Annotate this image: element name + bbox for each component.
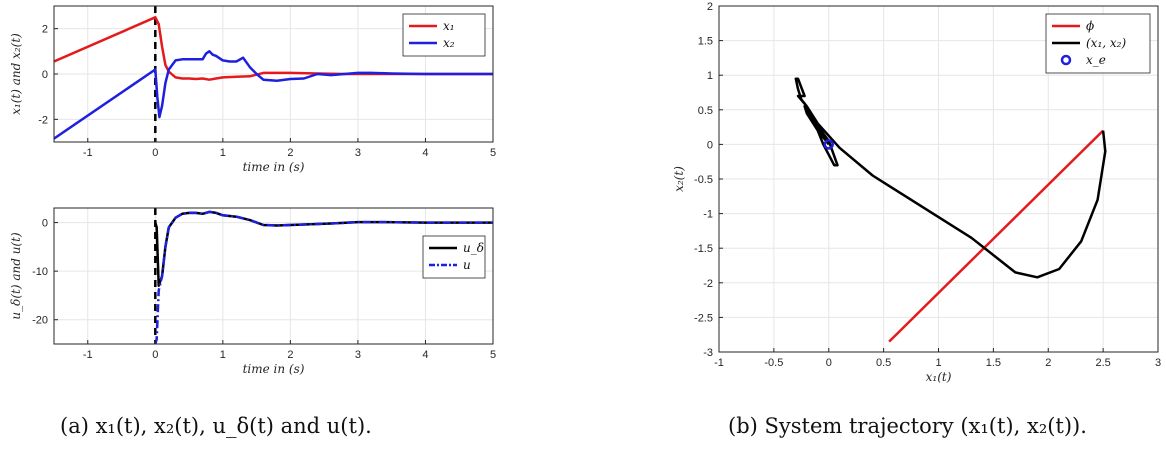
x-tick-label: 2	[287, 147, 293, 159]
legend-box	[422, 235, 486, 279]
y-tick-label: -1.5	[694, 243, 713, 255]
y-tick-label: 0	[707, 139, 713, 151]
x-tick-label: 0	[826, 357, 832, 369]
x-axis-label: x₁(t)	[926, 370, 952, 384]
x-tick-label: 5	[490, 147, 496, 159]
x-axis-label: time in (s)	[243, 160, 305, 174]
x-tick-label: 3	[1155, 357, 1161, 369]
plot-area	[154, 208, 493, 344]
x-tick-label: 3	[355, 147, 361, 159]
plot-phase-trajectory: -1 -0.5 0 0.5 1 1.5 2 2.5 3 -3 -2.5 -2 -1.5 -1 -0.5 0 0.…	[672, 1, 1161, 384]
x-tick-label: -1	[714, 357, 724, 369]
y-tick-label: 2	[42, 24, 48, 36]
x-tick-label: 5	[490, 349, 496, 361]
legend: u_δu	[422, 235, 486, 279]
marker-point-0	[823, 139, 834, 150]
series-line-1	[54, 50, 493, 140]
caption-a: (a) x₁(t), x₂(t), u_δ(t) and u(t).	[60, 414, 372, 438]
legend: x₁ x₂	[402, 13, 486, 57]
x-tick-label: 1	[220, 147, 226, 159]
axes-frame	[53, 207, 494, 345]
x-tick-label: -1	[83, 349, 93, 361]
x-tick-label: 4	[422, 147, 428, 159]
caption-b: (b) System trajectory (x₁(t), x₂(t)).	[728, 414, 1087, 438]
x-tick-label: 2	[287, 349, 293, 361]
legend-label-1: (x₁, x₂)	[1086, 36, 1126, 50]
y-axis-label: u_δ(t) and u(t)	[9, 232, 23, 320]
y-tick-label: -3	[703, 347, 713, 359]
legend-label-0: ϕ	[1086, 19, 1094, 33]
x-tick-label: 2	[1045, 357, 1051, 369]
y-tick-label: -2	[38, 114, 48, 126]
plot-area	[54, 6, 493, 142]
y-tick-label: -2.5	[694, 312, 713, 324]
y-tick-label: -1	[703, 209, 713, 221]
plot-area	[794, 77, 1107, 343]
x-tick-label: 1	[935, 357, 941, 369]
x-tick-label: -0.5	[764, 357, 783, 369]
legend: ϕ (x₁, x₂) x_e	[1045, 13, 1151, 74]
y-axis-label: x₁(t) and x₂(t)	[9, 33, 23, 115]
y-tick-label: 1	[707, 70, 713, 82]
y-tick-label: 0	[42, 69, 48, 81]
y-tick-label: 2	[707, 1, 713, 13]
x-tick-label: 1.5	[986, 357, 1001, 369]
series-line-1	[154, 210, 493, 344]
series-line-0	[888, 129, 1104, 343]
legend-label-1: u	[463, 258, 471, 272]
legend-label-1: x₂	[443, 36, 455, 50]
y-tick-label: -20	[32, 315, 48, 327]
x-tick-label: 4	[422, 349, 428, 361]
series-line-1	[794, 77, 1107, 279]
y-tick-label: 1.5	[698, 36, 713, 48]
x-tick-label: 0	[152, 349, 158, 361]
legend-label-0: x₁	[443, 19, 455, 33]
legend-marker-2	[1060, 54, 1072, 66]
y-tick-label: 0.5	[698, 105, 713, 117]
y-axis-label: x₂(t)	[672, 166, 686, 192]
y-tick-label: 0	[42, 218, 48, 230]
x-tick-label: 1	[220, 349, 226, 361]
x-tick-label: -1	[83, 147, 93, 159]
legend-box	[402, 13, 486, 57]
x-tick-label: 3	[355, 349, 361, 361]
y-tick-label: -2	[703, 278, 713, 290]
y-tick-label: -10	[32, 266, 48, 278]
x-tick-label: 0.5	[876, 357, 891, 369]
x-tick-label: 2.5	[1095, 357, 1110, 369]
y-tick-label: -0.5	[694, 174, 713, 186]
legend-label-2: x_e	[1086, 53, 1106, 67]
x-axis-label: time in (s)	[243, 362, 305, 376]
x-tick-label: 0	[152, 147, 158, 159]
legend-label-0: u_δ	[463, 241, 484, 255]
